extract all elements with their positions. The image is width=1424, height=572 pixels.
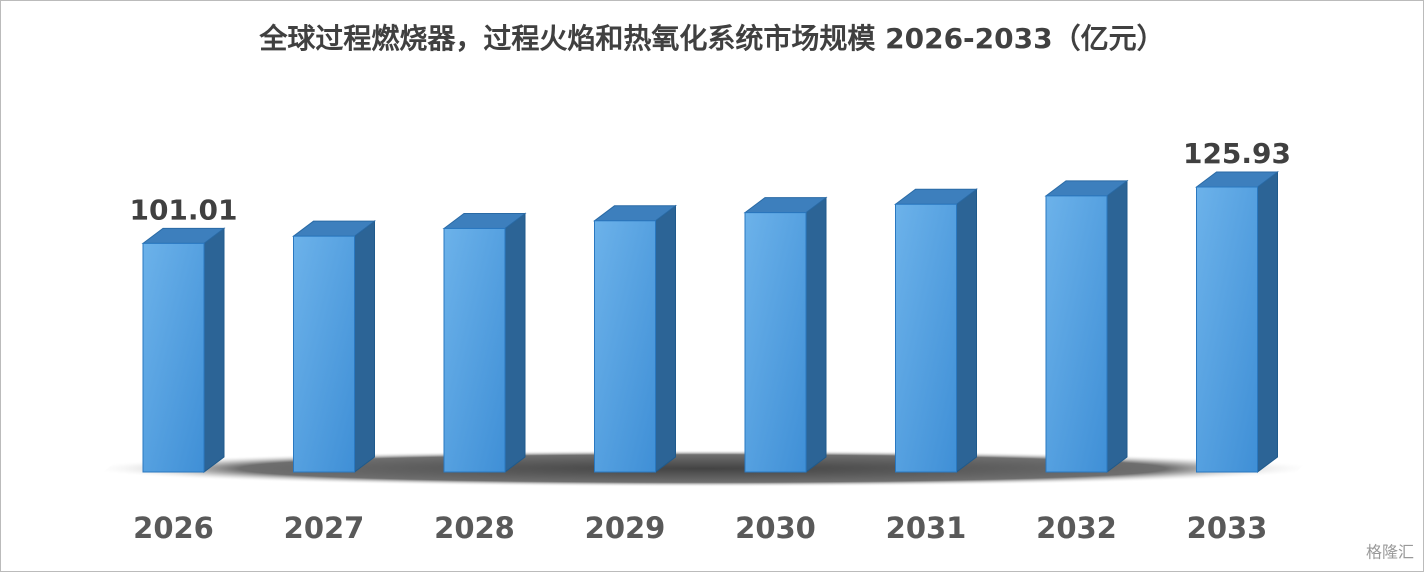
x-tick-label: 2026 [133, 511, 214, 545]
floor-shadow [85, 450, 1320, 487]
x-tick-label: 2030 [735, 511, 816, 545]
bar [443, 227, 506, 473]
bar [895, 203, 957, 473]
bar-side [354, 220, 375, 473]
bar [1196, 186, 1258, 473]
bar [1045, 195, 1108, 473]
data-label: 125.93 [1183, 137, 1291, 170]
bar [744, 212, 807, 473]
x-tick-label: 2033 [1187, 511, 1268, 545]
bar [293, 235, 355, 473]
x-tick-label: 2029 [585, 511, 666, 545]
x-tick-label: 2032 [1036, 511, 1117, 545]
bar-side [956, 188, 977, 473]
data-label: 101.01 [129, 193, 237, 226]
watermark: 格隆汇 [1366, 543, 1414, 562]
chart-title: 全球过程燃烧器，过程火焰和热氧化系统市场规模 2026-2033（亿元） [258, 22, 1164, 55]
x-tick-label: 2027 [284, 511, 365, 545]
bar-side [1257, 171, 1278, 473]
x-tick-label: 2028 [434, 511, 515, 545]
bar [142, 242, 205, 473]
bar-side [805, 196, 827, 473]
bar [594, 220, 656, 473]
bar-side [203, 227, 225, 473]
bar-side [1106, 179, 1128, 473]
bar-side [655, 204, 676, 473]
bar-side [504, 212, 526, 473]
x-tick-label: 2031 [886, 511, 967, 545]
